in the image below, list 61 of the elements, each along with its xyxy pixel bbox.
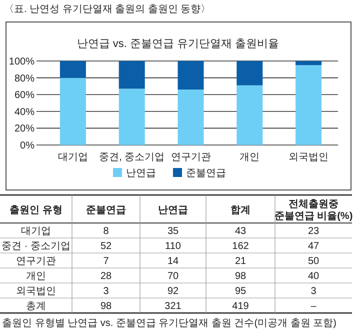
text: 92 xyxy=(167,286,179,297)
category-label: 출원인 유형 xyxy=(10,205,62,216)
text: 3 xyxy=(103,286,109,297)
text: 98 xyxy=(100,301,112,312)
text: 70 xyxy=(167,271,179,282)
text: 14 xyxy=(167,256,179,267)
x-tick-label: 개인 xyxy=(240,152,260,163)
text: 52 xyxy=(100,241,112,252)
category-label: 연구기관 xyxy=(16,256,56,267)
y-tick-label: 40% xyxy=(14,106,35,118)
text: 3 xyxy=(310,286,316,297)
text: 110 xyxy=(165,241,181,252)
bar xyxy=(118,61,145,89)
text: 43 xyxy=(234,226,246,237)
text: 출원인 유형별 난연급 vs. 준불연급 유기단열재 출원 건수(미공개 출원 포함) xyxy=(2,318,336,329)
x-tick-label: 연구기관 xyxy=(170,152,211,163)
text: 162 xyxy=(232,241,249,252)
x-tick-label: 대기업 xyxy=(58,152,88,163)
y-tick-label: 80% xyxy=(14,73,35,84)
text: 95 xyxy=(234,286,246,297)
bar xyxy=(236,85,263,145)
text: 98 xyxy=(234,271,246,282)
y-tick-label: 0% xyxy=(20,140,35,152)
text: – xyxy=(310,301,316,312)
x-tick-label: 중견, 중소기업 xyxy=(99,152,165,163)
bar xyxy=(236,61,263,86)
text: 419 xyxy=(232,301,249,312)
text: 47 xyxy=(308,241,320,252)
text: 50 xyxy=(308,256,320,267)
text: 8 xyxy=(103,226,109,237)
chart-title: 난연급 vs. 준불연급 유기단열재 출원비율 xyxy=(76,38,280,50)
bar xyxy=(60,61,86,78)
y-tick-label: 60% xyxy=(14,90,35,102)
category-label: 난연급 xyxy=(158,205,188,216)
bar xyxy=(178,61,204,90)
text: 7 xyxy=(103,256,109,267)
text: 40 xyxy=(308,271,320,282)
y-tick-label: 20% xyxy=(14,124,35,135)
x-tick-label: 외국법인 xyxy=(288,152,329,163)
category-label: 외국법인 xyxy=(16,286,56,297)
bar xyxy=(296,61,322,66)
text: 35 xyxy=(167,226,179,237)
category-label: 전체출원중 준불연급 비율(%) xyxy=(274,199,353,222)
legend-label: 준불연급 xyxy=(186,168,226,179)
category-label: 준불연급 xyxy=(86,205,126,216)
bar xyxy=(60,78,86,145)
category-label: 합계 xyxy=(230,205,250,216)
text: 21 xyxy=(234,256,246,267)
bar xyxy=(178,90,204,145)
y-tick-label: 100% xyxy=(8,56,35,68)
category-label: 대기업 xyxy=(21,226,51,237)
category-label: 개인 xyxy=(26,271,46,282)
bar xyxy=(118,88,145,145)
category-label: 총계 xyxy=(26,301,46,312)
bar xyxy=(296,65,322,145)
text: 〈표. 난연성 유기단열재 출원의 출원인 동향〉 xyxy=(4,4,211,15)
legend-label: 난연급 xyxy=(126,168,156,179)
text: 23 xyxy=(308,226,320,237)
category-label: 중견 · 중소기업 xyxy=(2,241,70,252)
text: 28 xyxy=(100,271,112,282)
text: 321 xyxy=(164,301,182,312)
